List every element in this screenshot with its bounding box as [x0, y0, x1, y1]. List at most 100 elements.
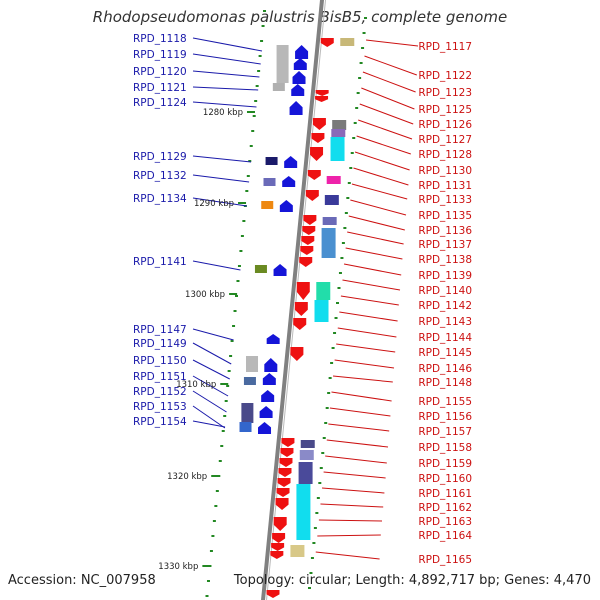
gene-label-right: RPD_1130: [418, 165, 472, 177]
feature-bar: [316, 282, 331, 300]
scale-tick: [261, 25, 265, 27]
scale-tick: [226, 385, 230, 387]
scale-tick: [341, 242, 345, 244]
scale-tick: [319, 467, 323, 469]
feature-bar: [296, 484, 311, 540]
feature-bar: [321, 228, 336, 258]
gene-label-left: RPD_1147: [133, 324, 187, 336]
feature-bar: [246, 356, 259, 372]
leader-line-left: [192, 37, 263, 52]
gene-label-right: RPD_1135: [418, 210, 472, 222]
scale-tick: [242, 220, 246, 222]
scale-tick: [205, 595, 209, 597]
right-gene-arrow: [301, 236, 315, 245]
gene-label-right: RPD_1157: [418, 426, 472, 438]
gene-label-left: RPD_1151: [133, 371, 187, 383]
scale-tick: [356, 92, 360, 94]
gene-label-left: RPD_1153: [133, 401, 187, 413]
gene-label-right: RPD_1138: [418, 254, 472, 266]
feature-bar: [265, 157, 278, 165]
scale-tick: [246, 175, 250, 177]
scale-label: 1290 kbp: [194, 199, 234, 209]
leader-line-right: [340, 295, 399, 306]
gene-label-right: RPD_1160: [418, 473, 472, 485]
leader-line-right: [325, 455, 387, 464]
gene-label-left: RPD_1134: [133, 193, 187, 205]
left-gene-arrow: [262, 373, 276, 385]
right-gene-arrow: [279, 458, 293, 467]
leader-line-left: [192, 375, 229, 397]
right-gene-arrow: [280, 448, 294, 457]
scale-tick: [307, 587, 311, 589]
gene-label-right: RPD_1125: [418, 104, 472, 116]
gene-label-left: RPD_1118: [133, 33, 187, 45]
feature-bar: [299, 450, 314, 460]
feature-bar: [254, 265, 267, 273]
scale-tick: [330, 362, 334, 364]
leader-line-left: [192, 359, 230, 380]
gene-label-right: RPD_1156: [418, 411, 472, 423]
gene-label-right: RPD_1139: [418, 270, 472, 282]
feature-bar: [332, 120, 347, 130]
leader-line-right: [320, 503, 384, 508]
leader-line-left: [192, 390, 227, 413]
leader-line-right: [331, 391, 392, 402]
scale-tick: [263, 10, 267, 12]
scale-tick: [336, 302, 340, 304]
scale-tick: [240, 235, 244, 237]
leader-line-right: [353, 167, 409, 186]
scale-tick: [331, 347, 335, 349]
leader-line-right: [321, 487, 385, 494]
left-gene-arrow: [261, 390, 275, 402]
feature-bar: [290, 545, 305, 557]
scale-tick: [325, 407, 329, 409]
leader-line-right: [328, 423, 390, 432]
gene-label-right: RPD_1162: [418, 502, 472, 514]
leader-line-right: [337, 327, 397, 338]
gene-label-left: RPD_1154: [133, 416, 187, 428]
scale-label: 1310 kbp: [176, 380, 216, 390]
scale-tick: [255, 85, 259, 87]
scale-tick: [355, 107, 359, 109]
gene-label-right: RPD_1122: [418, 70, 472, 82]
leader-line-right: [339, 311, 398, 322]
leader-line-right: [351, 183, 408, 200]
scale-tick: [237, 265, 241, 267]
scale-tick: [315, 512, 319, 514]
gene-label-right: RPD_1123: [418, 87, 472, 99]
scale-tick: [347, 182, 351, 184]
scale-tick: [229, 355, 233, 357]
scale-label: 1330 kbp: [158, 562, 198, 572]
scale-tick: [230, 340, 234, 342]
scale-major-tick: [246, 111, 255, 113]
gene-label-right: RPD_1117: [418, 41, 472, 53]
scale-tick: [235, 295, 239, 297]
right-gene-arrow: [276, 488, 290, 497]
gene-label-right: RPD_1158: [418, 442, 472, 454]
gene-label-left: RPD_1150: [133, 355, 187, 367]
scale-tick: [224, 400, 228, 402]
leader-line-right: [336, 343, 396, 353]
left-gene-arrow: [295, 45, 309, 59]
gene-label-right: RPD_1146: [418, 363, 472, 375]
leader-line-left: [192, 260, 241, 271]
leader-line-right: [318, 519, 383, 522]
feature-bar: [243, 377, 256, 385]
left-gene-arrow: [284, 156, 298, 168]
scale-tick: [358, 77, 362, 79]
leader-line-right: [326, 439, 389, 448]
feature-bar: [314, 300, 329, 322]
scale-tick: [333, 332, 337, 334]
leader-line-right: [354, 151, 410, 171]
gene-label-right: RPD_1164: [418, 530, 472, 542]
scale-tick: [337, 287, 341, 289]
gene-label-left: RPD_1119: [133, 49, 187, 61]
gene-label-right: RPD_1159: [418, 458, 472, 470]
backbone: [261, 0, 324, 600]
right-gene-arrow: [307, 170, 321, 180]
leader-line-left: [192, 420, 226, 428]
leader-line-right: [332, 375, 393, 383]
gene-label-left: RPD_1129: [133, 151, 187, 163]
leader-line-right: [329, 407, 391, 417]
